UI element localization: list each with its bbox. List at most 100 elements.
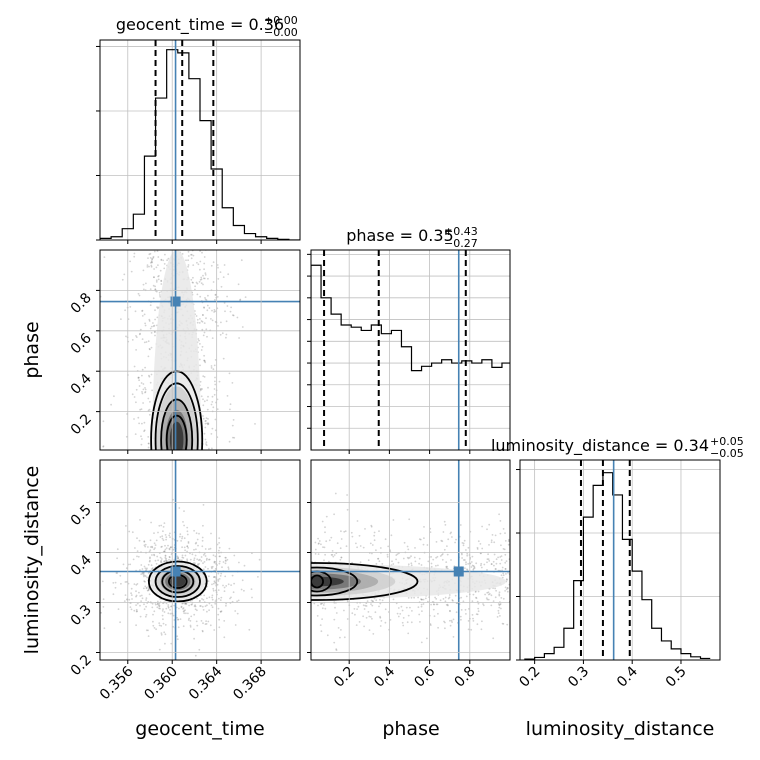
scatter-point xyxy=(177,557,179,559)
scatter-point xyxy=(125,567,128,570)
scatter-point xyxy=(204,274,207,276)
scatter-point xyxy=(396,553,399,555)
scatter-point xyxy=(186,545,189,548)
scatter-point xyxy=(423,537,425,539)
scatter-point xyxy=(473,565,476,568)
scatter-point xyxy=(147,546,149,548)
scatter-point xyxy=(254,423,256,425)
scatter-point xyxy=(441,553,444,555)
scatter-point xyxy=(465,563,467,566)
scatter-point xyxy=(399,613,402,615)
scatter-point xyxy=(125,335,127,338)
scatter-point xyxy=(422,598,425,601)
scatter-point xyxy=(488,544,490,546)
scatter-point xyxy=(158,604,161,607)
joint-phase-luminosity_distance xyxy=(307,459,511,664)
scatter-point xyxy=(169,612,172,615)
scatter-point xyxy=(224,556,227,559)
scatter-point xyxy=(145,629,148,632)
scatter-point xyxy=(396,612,399,615)
scatter-point xyxy=(211,606,214,609)
scatter-point xyxy=(213,364,216,367)
scatter-point xyxy=(410,562,413,565)
scatter-point xyxy=(201,345,204,348)
scatter-point xyxy=(202,417,205,420)
scatter-point xyxy=(471,614,474,616)
scatter-point xyxy=(506,587,509,589)
scatter-point xyxy=(202,314,204,316)
scatter-point xyxy=(135,401,137,404)
scatter-point xyxy=(325,540,328,543)
scatter-point xyxy=(143,603,145,606)
scatter-point xyxy=(230,596,232,599)
scatter-point xyxy=(343,530,346,533)
scatter-point xyxy=(186,558,189,561)
scatter-point xyxy=(229,408,231,411)
scatter-point xyxy=(211,319,214,322)
scatter-point xyxy=(466,554,469,557)
scatter-point xyxy=(155,281,158,283)
scatter-point xyxy=(225,336,227,339)
scatter-point xyxy=(466,552,469,555)
scatter-point xyxy=(217,278,220,280)
scatter-point xyxy=(413,556,416,559)
scatter-point xyxy=(154,603,157,606)
scatter-point xyxy=(135,388,138,391)
scatter-point xyxy=(432,603,435,606)
scatter-point xyxy=(384,538,387,541)
scatter-point xyxy=(133,418,135,420)
scatter-point xyxy=(218,562,221,565)
scatter-point xyxy=(205,328,208,331)
scatter-point xyxy=(381,563,384,565)
scatter-point xyxy=(143,540,146,543)
scatter-point xyxy=(169,609,171,611)
scatter-point xyxy=(402,617,405,619)
scatter-point xyxy=(427,600,429,603)
scatter-point xyxy=(137,377,140,379)
scatter-point xyxy=(154,318,157,321)
scatter-point xyxy=(436,603,439,606)
scatter-point xyxy=(147,436,150,438)
scatter-point xyxy=(392,563,395,565)
scatter-point xyxy=(140,573,143,575)
scatter-point xyxy=(150,325,153,328)
scatter-point xyxy=(164,548,167,551)
scatter-point xyxy=(200,278,203,281)
title-geocent-time-text: geocent_time = 0.36 xyxy=(116,15,284,35)
scatter-point xyxy=(163,263,166,265)
scatter-point xyxy=(125,525,127,527)
scatter-point xyxy=(498,513,500,516)
scatter-point xyxy=(224,575,227,578)
scatter-point xyxy=(451,621,453,623)
scatter-point xyxy=(131,531,134,534)
scatter-point xyxy=(129,563,132,566)
scatter-point xyxy=(504,553,507,556)
scatter-point xyxy=(210,264,213,267)
scatter-point xyxy=(472,568,475,571)
y-tick-label: 0.5 xyxy=(68,502,95,529)
scatter-point xyxy=(202,568,205,571)
scatter-point xyxy=(472,593,475,596)
scatter-point xyxy=(144,322,147,325)
scatter-point xyxy=(490,539,493,542)
scatter-point xyxy=(214,359,217,361)
scatter-point xyxy=(185,602,187,605)
scatter-point xyxy=(211,401,214,403)
scatter-point xyxy=(147,629,149,632)
scatter-point xyxy=(135,349,138,351)
scatter-point xyxy=(317,537,319,540)
scatter-point xyxy=(499,556,502,558)
scatter-point xyxy=(196,293,199,296)
scatter-point xyxy=(324,531,326,534)
scatter-point xyxy=(147,355,150,358)
scatter-point xyxy=(125,435,128,438)
scatter-point xyxy=(184,554,187,557)
scatter-point xyxy=(193,637,196,640)
scatter-point xyxy=(140,408,143,411)
scatter-point xyxy=(504,561,507,564)
scatter-point xyxy=(144,545,147,548)
scatter-point xyxy=(500,597,503,599)
scatter-point xyxy=(147,589,150,592)
scatter-point xyxy=(211,427,214,430)
scatter-point xyxy=(230,584,233,586)
